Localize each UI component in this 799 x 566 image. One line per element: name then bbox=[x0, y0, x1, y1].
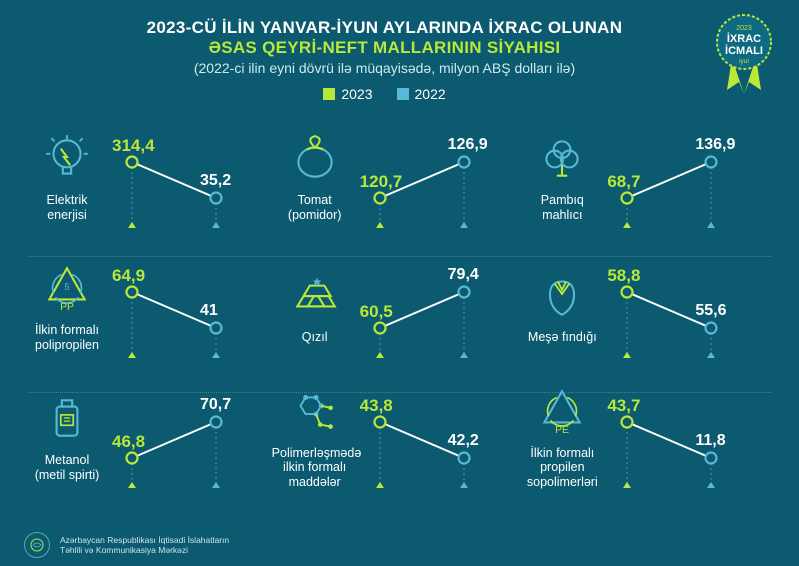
item-icon-wrap: Polimerləşmədə ilkin formalı maddələr bbox=[278, 378, 352, 496]
item-cell: Pambıq mahlıcı 68,7 136,9 bbox=[523, 112, 771, 242]
item-label: Polimerləşmədə ilkin formalı maddələr bbox=[272, 446, 358, 489]
item-icon-wrap: Metanol (metil spirti) bbox=[30, 378, 104, 496]
svg-text:PP: PP bbox=[60, 302, 74, 313]
item-chart: 120,7 126,9 bbox=[352, 118, 522, 236]
item-chart: 60,5 79,4 bbox=[352, 248, 522, 366]
item-label: İlkin formalı propilen sopolimerləri bbox=[525, 446, 599, 489]
item-label: Elektrik enerjisi bbox=[30, 193, 104, 222]
svg-text:İCMALI: İCMALI bbox=[725, 44, 763, 57]
item-chart: 46,8 70,7 bbox=[104, 378, 274, 496]
item-chart: 58,8 55,6 bbox=[599, 248, 769, 366]
legend-2022: 2022 bbox=[397, 86, 446, 102]
item-cell: PE İlkin formalı propilen sopolimerləri … bbox=[523, 372, 771, 502]
item-label: Qızıl bbox=[302, 330, 328, 344]
value-2022: 70,7 bbox=[200, 396, 231, 414]
hazelnut-icon bbox=[536, 269, 588, 326]
footer-line1: Azərbaycan Respublikası İqtisadi İslahat… bbox=[60, 535, 229, 545]
methanol-icon bbox=[41, 392, 93, 449]
value-2023: 46,8 bbox=[112, 432, 145, 452]
value-2023: 58,8 bbox=[607, 266, 640, 286]
item-cell: Metanol (metil spirti) 46,8 70,7 bbox=[28, 372, 276, 502]
legend-label-2023: 2023 bbox=[341, 86, 372, 102]
value-2022: 136,9 bbox=[695, 136, 735, 154]
value-2023: 43,7 bbox=[607, 396, 640, 416]
svg-text:iyul: iyul bbox=[739, 58, 749, 65]
value-2023: 120,7 bbox=[360, 172, 403, 192]
legend-2023: 2023 bbox=[323, 86, 372, 102]
cotton-icon bbox=[536, 132, 588, 189]
item-icon-wrap: Pambıq mahlıcı bbox=[525, 118, 599, 236]
title-line2: ƏSAS QEYRİ-NEFT MALLARININ SİYAHISI bbox=[60, 38, 709, 58]
tomato-icon bbox=[289, 132, 341, 189]
item-icon-wrap: Meşə fındığı bbox=[525, 248, 599, 366]
item-cell: Qızıl 60,5 79,4 bbox=[276, 242, 524, 372]
pp-icon: 5 PP bbox=[41, 262, 93, 319]
svg-text:5: 5 bbox=[64, 282, 69, 292]
title-line1: 2023-CÜ İLİN YANVAR-İYUN AYLARINDA İXRAC… bbox=[60, 18, 709, 38]
bulb-icon bbox=[41, 132, 93, 189]
item-icon-wrap: PE İlkin formalı propilen sopolimerləri bbox=[525, 378, 599, 496]
value-2022: 79,4 bbox=[448, 266, 479, 284]
item-cell: Tomat (pomidor) 120,7 126,9 bbox=[276, 112, 524, 242]
item-label: Tomat (pomidor) bbox=[278, 193, 352, 222]
value-2023: 43,8 bbox=[360, 396, 393, 416]
item-icon-wrap: Qızıl bbox=[278, 248, 352, 366]
item-icon-wrap: Tomat (pomidor) bbox=[278, 118, 352, 236]
polymer-icon bbox=[289, 385, 341, 442]
footer-org: Azərbaycan Respublikası İqtisadi İslahat… bbox=[60, 535, 229, 555]
item-label: Meşə fındığı bbox=[528, 330, 597, 344]
item-chart: 43,7 11,8 bbox=[599, 378, 769, 496]
item-chart: 68,7 136,9 bbox=[599, 118, 769, 236]
value-2022: 42,2 bbox=[448, 432, 479, 450]
svg-text:PE: PE bbox=[555, 425, 569, 436]
svg-text:İXRAC: İXRAC bbox=[727, 32, 761, 45]
legend-square-2023 bbox=[323, 88, 335, 100]
item-cell: Polimerləşmədə ilkin formalı maddələr 43… bbox=[276, 372, 524, 502]
items-grid: Elektrik enerjisi 314,4 35,2 Tomat (pomi… bbox=[0, 108, 799, 502]
item-label: Pambıq mahlıcı bbox=[525, 193, 599, 222]
header: 2023-CÜ İLİN YANVAR-İYUN AYLARINDA İXRAC… bbox=[0, 0, 799, 108]
item-cell: Elektrik enerjisi 314,4 35,2 bbox=[28, 112, 276, 242]
gold-icon bbox=[289, 269, 341, 326]
badge: 2023 İXRAC İCMALI iyul bbox=[709, 12, 779, 103]
footer-logo-icon bbox=[24, 532, 50, 558]
footer-line2: Təhlili və Kommunikasiya Mərkəzi bbox=[60, 545, 229, 555]
item-cell: 5 PP İlkin formalı polipropilen 64,9 41 bbox=[28, 242, 276, 372]
svg-text:2023: 2023 bbox=[736, 25, 752, 32]
item-chart: 43,8 42,2 bbox=[352, 378, 522, 496]
item-cell: Meşə fındığı 58,8 55,6 bbox=[523, 242, 771, 372]
item-chart: 314,4 35,2 bbox=[104, 118, 274, 236]
value-2022: 35,2 bbox=[200, 172, 231, 190]
value-2023: 68,7 bbox=[607, 172, 640, 192]
value-2022: 11,8 bbox=[695, 432, 725, 450]
legend-square-2022 bbox=[397, 88, 409, 100]
value-2022: 126,9 bbox=[448, 136, 488, 154]
item-icon-wrap: Elektrik enerjisi bbox=[30, 118, 104, 236]
subtitle: (2022-ci ilin eyni dövrü ilə müqayisədə,… bbox=[60, 60, 709, 76]
item-chart: 64,9 41 bbox=[104, 248, 274, 366]
value-2022: 41 bbox=[200, 302, 218, 320]
value-2023: 60,5 bbox=[360, 302, 393, 322]
value-2023: 64,9 bbox=[112, 266, 145, 286]
legend-label-2022: 2022 bbox=[415, 86, 446, 102]
value-2022: 55,6 bbox=[695, 302, 726, 320]
value-2023: 314,4 bbox=[112, 136, 155, 156]
badge-icon: 2023 İXRAC İCMALI iyul bbox=[709, 12, 779, 98]
footer: Azərbaycan Respublikası İqtisadi İslahat… bbox=[24, 532, 229, 558]
item-label: Metanol (metil spirti) bbox=[30, 453, 104, 482]
item-label: İlkin formalı polipropilen bbox=[30, 323, 104, 352]
legend: 2023 2022 bbox=[60, 86, 709, 102]
item-icon-wrap: 5 PP İlkin formalı polipropilen bbox=[30, 248, 104, 366]
pe-icon: PE bbox=[536, 385, 588, 442]
